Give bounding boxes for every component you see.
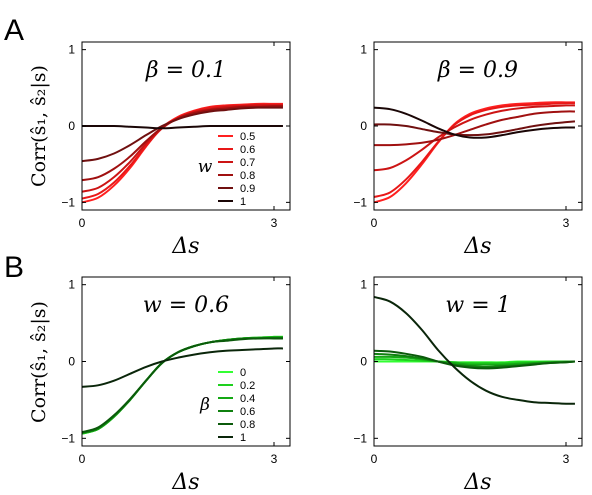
legend-entry: 0.2	[240, 380, 255, 392]
y-tick-label: 0	[68, 119, 75, 133]
series-line-0-5	[373, 101, 575, 204]
series-line-0-9	[81, 106, 283, 163]
series-line-0-6	[373, 102, 575, 198]
y-tick-label: 1	[360, 43, 367, 57]
legend-entry: 0.6	[240, 144, 255, 156]
x-tick-label: 3	[563, 216, 570, 230]
y-tick-label: 0	[68, 355, 75, 369]
y-tick-label: −1	[353, 195, 367, 209]
series-line-0-8	[373, 110, 575, 147]
y-tick-label: 1	[360, 278, 367, 292]
y-tick-label: −1	[61, 431, 75, 445]
panel-annotation: w = 1	[445, 293, 510, 318]
x-tick-label: 3	[563, 452, 570, 466]
series-line-1	[82, 124, 283, 130]
legend-title: w	[198, 157, 213, 177]
x-axis-label: Δs	[463, 234, 491, 259]
x-tick-label: 0	[79, 216, 86, 230]
legend-entry: 0.7	[240, 157, 255, 169]
legend-entry: 0.8	[240, 419, 255, 431]
series-line-1	[373, 296, 575, 405]
series-line-0-8	[81, 337, 283, 434]
legend-entry: 0.8	[240, 170, 255, 182]
y-tick-label: −1	[61, 195, 75, 209]
series-group	[81, 102, 283, 204]
panel-annotation: β = 0.9	[437, 58, 518, 83]
series-group	[81, 335, 283, 435]
x-tick-label: 0	[79, 452, 86, 466]
series-line-1	[373, 106, 575, 139]
series-group	[373, 101, 576, 204]
x-tick-label: 3	[271, 452, 278, 466]
x-tick-label: 0	[371, 452, 378, 466]
series-line-1	[81, 347, 283, 388]
x-axis-label: Δs	[463, 470, 491, 495]
x-tick-label: 0	[371, 216, 378, 230]
x-axis-label: Δs	[171, 234, 199, 259]
legend-entry: 0.6	[240, 406, 255, 418]
panel-annotation: w = 0.6	[143, 293, 229, 318]
panel-letter-b: B	[4, 251, 24, 284]
panel-annotation: β = 0.1	[145, 58, 226, 83]
legend-entry: 1	[240, 432, 246, 444]
y-tick-label: 1	[68, 43, 75, 57]
legend-entry: 0.9	[240, 183, 255, 195]
series-line-0-7	[373, 104, 575, 172]
legend: 00.20.40.60.81 β	[199, 367, 255, 444]
series-group	[373, 296, 576, 405]
y-tick-label: 1	[68, 278, 75, 292]
y-tick-label: 0	[360, 355, 367, 369]
series-line-0-8	[373, 349, 576, 370]
x-tick-label: 3	[271, 216, 278, 230]
chart-panel-b-right: −1 0 1 0 3 w = 1 Δs	[353, 276, 583, 495]
legend-entry: 0.4	[240, 393, 255, 405]
legend-entry: 0	[240, 367, 246, 379]
legend-entry: 1	[240, 196, 246, 208]
series-line-0-9	[373, 120, 576, 137]
legend: 0.50.60.70.80.91 w	[198, 131, 256, 208]
y-tick-label: 0	[360, 119, 367, 133]
legend-title: β	[199, 395, 210, 415]
y-tick-label: −1	[353, 431, 367, 445]
panel-letter-a: A	[4, 14, 24, 47]
legend-entry: 0.5	[240, 131, 255, 143]
x-axis-label: Δs	[171, 470, 199, 495]
y-axis-label: Corr(ŝ₁, ŝ₂|s)	[28, 65, 50, 187]
y-axis-label: Corr(ŝ₁, ŝ₂|s)	[28, 301, 50, 423]
chart-panel-a-right: −1 0 1 0 3 β = 0.9 Δs	[353, 41, 583, 259]
